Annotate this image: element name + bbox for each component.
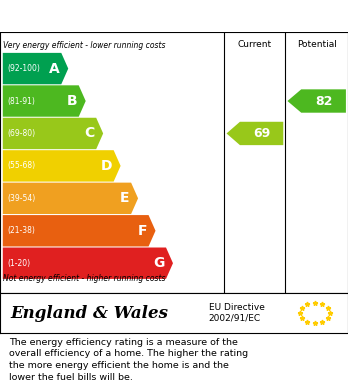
- Text: (69-80): (69-80): [7, 129, 35, 138]
- Text: (21-38): (21-38): [7, 226, 35, 235]
- Text: England & Wales: England & Wales: [10, 305, 168, 321]
- Text: E: E: [120, 191, 129, 205]
- Text: A: A: [49, 61, 60, 75]
- Text: EU Directive
2002/91/EC: EU Directive 2002/91/EC: [209, 303, 265, 323]
- Text: (39-54): (39-54): [7, 194, 35, 203]
- Polygon shape: [3, 183, 138, 214]
- Text: 69: 69: [253, 127, 270, 140]
- Text: D: D: [101, 159, 112, 173]
- Polygon shape: [287, 89, 346, 113]
- Text: Not energy efficient - higher running costs: Not energy efficient - higher running co…: [3, 274, 166, 283]
- Text: Potential: Potential: [297, 40, 337, 49]
- Polygon shape: [3, 118, 103, 149]
- Text: The energy efficiency rating is a measure of the
overall efficiency of a home. T: The energy efficiency rating is a measur…: [9, 338, 248, 382]
- Text: Energy Efficiency Rating: Energy Efficiency Rating: [10, 9, 220, 23]
- Text: C: C: [84, 126, 94, 140]
- Text: G: G: [153, 256, 164, 270]
- Text: Very energy efficient - lower running costs: Very energy efficient - lower running co…: [3, 41, 166, 50]
- Text: (1-20): (1-20): [7, 259, 30, 268]
- Text: Current: Current: [238, 40, 272, 49]
- Polygon shape: [3, 53, 68, 84]
- Text: (55-68): (55-68): [7, 161, 35, 170]
- Polygon shape: [227, 122, 283, 145]
- Polygon shape: [3, 215, 156, 246]
- Text: F: F: [137, 224, 147, 238]
- Text: (81-91): (81-91): [7, 97, 35, 106]
- Polygon shape: [3, 248, 173, 279]
- Text: B: B: [66, 94, 77, 108]
- Text: (92-100): (92-100): [7, 64, 40, 73]
- Polygon shape: [3, 85, 86, 117]
- Text: 82: 82: [315, 95, 332, 108]
- Polygon shape: [3, 150, 121, 181]
